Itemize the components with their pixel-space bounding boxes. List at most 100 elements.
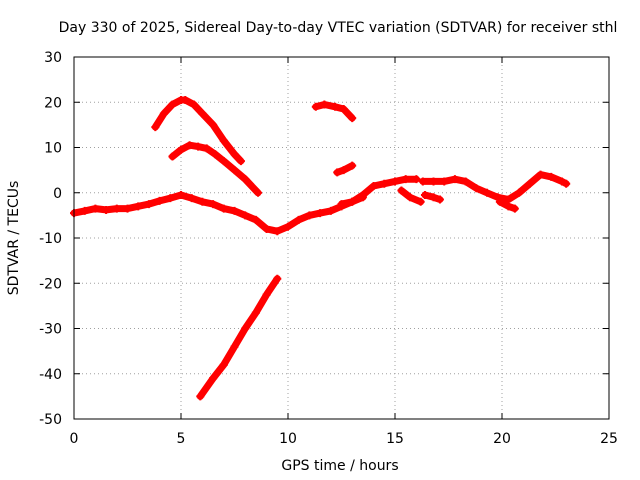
- data-point: [211, 150, 220, 159]
- data-point: [198, 109, 207, 118]
- data-point: [461, 177, 470, 186]
- y-tick-label: -40: [39, 367, 62, 383]
- y-tick-labels: -50 -40 -30 -20 -10 0 10 20 30: [39, 50, 62, 428]
- data-point: [134, 202, 143, 211]
- y-tick-label: 10: [44, 141, 62, 157]
- x-tick-label: 20: [493, 431, 511, 447]
- data-point: [562, 179, 571, 188]
- series-low-fragment: [397, 186, 425, 206]
- x-tick-label: 25: [600, 431, 618, 447]
- series-line: [196, 275, 281, 400]
- data-point: [209, 200, 218, 209]
- data-point: [284, 222, 292, 231]
- data-point: [412, 175, 421, 184]
- data-point: [320, 100, 329, 109]
- data-point: [168, 152, 177, 161]
- data-point: [515, 188, 524, 197]
- y-tick-label: 30: [44, 50, 62, 66]
- data-point: [144, 200, 153, 209]
- data-point: [219, 360, 228, 369]
- series-steep-rise: [196, 274, 282, 401]
- y-tick-label: -20: [39, 276, 62, 292]
- x-axis-label: GPS time / hours: [281, 458, 398, 474]
- data-point: [557, 177, 566, 186]
- series-line: [168, 141, 262, 197]
- data-point: [194, 142, 203, 151]
- data-point: [316, 209, 325, 218]
- data-point: [504, 202, 513, 211]
- data-point: [333, 168, 342, 177]
- chart-title: Day 330 of 2025, Sidereal Day-to-day VTE…: [59, 20, 618, 36]
- data-point: [440, 177, 449, 186]
- y-tick-label: 20: [44, 95, 62, 111]
- data-point: [435, 195, 444, 204]
- data-point: [236, 157, 245, 166]
- data-point: [391, 177, 399, 186]
- data-point: [311, 102, 320, 111]
- data-point: [251, 308, 260, 317]
- y-tick-label: -30: [39, 322, 62, 338]
- data-point: [230, 342, 239, 351]
- data-point: [241, 175, 250, 184]
- data-point: [181, 95, 190, 104]
- data-point: [429, 193, 438, 202]
- grid-lines: [74, 57, 609, 419]
- data-point: [483, 188, 492, 197]
- series-line: [70, 175, 420, 235]
- data-point: [418, 177, 427, 186]
- data-point: [450, 175, 459, 184]
- data-point: [305, 211, 314, 220]
- y-tick-label: -50: [39, 412, 62, 428]
- data-point: [358, 193, 367, 202]
- x-tick-label: 10: [279, 431, 297, 447]
- series-late-fragment: [495, 197, 519, 213]
- series-top-short: [311, 100, 357, 123]
- data-point: [202, 144, 211, 153]
- data-point: [189, 100, 198, 109]
- data-point: [254, 188, 263, 197]
- data-point: [337, 200, 346, 209]
- series-line: [333, 162, 356, 176]
- series-dip-fragment: [420, 191, 444, 204]
- data-point: [294, 215, 303, 224]
- data-point: [219, 204, 228, 213]
- y-axis-label: SDTVAR / TECUs: [6, 181, 22, 296]
- series-line: [496, 198, 519, 213]
- data-point: [185, 141, 194, 150]
- data-point: [230, 166, 239, 175]
- data-point: [326, 206, 335, 215]
- data-point: [230, 150, 239, 159]
- data-point: [123, 204, 132, 213]
- data-point: [420, 191, 429, 200]
- data-point: [187, 194, 196, 203]
- data-point: [80, 206, 89, 215]
- x-tick-label: 15: [386, 431, 404, 447]
- data-point: [166, 194, 175, 203]
- data-point: [348, 197, 357, 206]
- data-point: [416, 197, 425, 206]
- data-point: [177, 145, 185, 154]
- series-mid-fragment: [337, 193, 367, 209]
- series-right-band: [418, 170, 571, 204]
- data-point: [262, 290, 271, 299]
- data-point: [547, 172, 556, 181]
- data-point: [241, 211, 250, 220]
- data-point: [102, 205, 111, 214]
- y-tick-label: -10: [39, 231, 62, 247]
- axis-ticks: [73, 56, 610, 420]
- x-tick-labels: 0 5 10 15 20 25: [70, 431, 618, 447]
- data-point: [397, 186, 406, 195]
- data-point: [348, 161, 357, 170]
- data-point: [273, 227, 282, 236]
- data-point: [331, 102, 340, 111]
- data-point: [429, 177, 438, 186]
- data-point: [380, 179, 389, 188]
- data-point: [168, 100, 177, 109]
- data-point: [251, 215, 260, 224]
- data-point: [219, 136, 228, 145]
- data-point: [405, 193, 414, 202]
- data-point: [339, 105, 348, 114]
- series-upper-arc: [151, 95, 245, 166]
- data-point: [209, 374, 218, 383]
